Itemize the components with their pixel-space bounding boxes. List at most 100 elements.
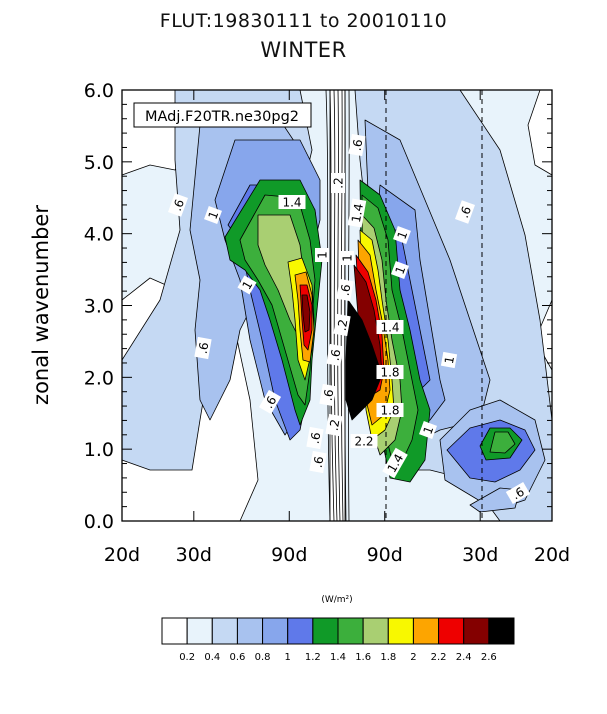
colorbar-swatch: [186, 617, 213, 645]
contour-region-33: [345, 299, 383, 421]
colorbar-label: 2.6: [481, 652, 497, 663]
colorbar-label: 0.8: [255, 652, 271, 663]
contour-label-text: 1.4: [349, 202, 366, 223]
colorbar-label: 0.2: [179, 652, 195, 663]
contour-label-text: .6: [196, 341, 212, 355]
contour-label: 1: [237, 275, 257, 295]
colorbar-label: 2.2: [431, 652, 447, 663]
contour-label-text: 1.8: [380, 404, 399, 418]
chart-title: FLUT:19830111 to 20010110: [159, 10, 448, 32]
contour-label-text: .6: [321, 388, 337, 402]
colorbar-swatch: [262, 617, 289, 645]
contour-label: .2: [331, 173, 346, 193]
contour-label: 1.4: [376, 320, 404, 335]
contour-label-text: 1.4: [282, 196, 301, 210]
y-tick-label: 4.0: [84, 224, 114, 246]
contour-label: .6: [455, 200, 475, 224]
contour-label-text: .6: [350, 138, 366, 152]
x-tick-label: 30d: [176, 544, 212, 566]
contour-label-text: 1: [421, 424, 437, 436]
y-axis-label: zonal wavenumber: [29, 205, 53, 405]
x-tick-label: 20d: [534, 544, 570, 566]
colorbar-label: 0.6: [229, 652, 245, 663]
colorbar-units: (W/m²): [321, 595, 352, 605]
colorbar-swatch: [412, 617, 440, 645]
contour-label: .6: [348, 133, 366, 157]
contour-lines: [325, 89, 350, 522]
colorbar-swatch: [211, 617, 238, 645]
contour-label-text: 1: [442, 355, 457, 365]
colorbar-swatch: [387, 617, 414, 645]
contour-labels: .611.411.6.2.61.41.61.61.2.61.41.8.6 1.82…: [168, 133, 531, 505]
contour-label: 1: [204, 206, 222, 224]
contour-line-5: [325, 89, 331, 522]
y-tick-label: 5.0: [84, 152, 114, 174]
x-tick-label: 90d: [367, 544, 403, 566]
contour-label: 1: [391, 261, 409, 279]
colorbar-label: 1.2: [305, 652, 321, 663]
y-tick-label: 3.0: [84, 296, 114, 318]
plot-area: .611.411.6.2.61.41.61.61.2.61.41.8.6 1.82…: [121, 89, 553, 522]
contour-label: 1.4: [347, 198, 367, 228]
contour-label-text: 1: [395, 229, 411, 241]
colorbar-label: 1.6: [355, 652, 371, 663]
contour-label: 1.8: [376, 365, 404, 380]
contour-label-text: 1.4: [380, 321, 399, 335]
colorbar-label: 2.4: [456, 652, 472, 663]
panel-label-box: MAdj.F20TR.ne30pg2: [133, 102, 312, 128]
contour-label: .6: [258, 389, 282, 415]
contour-label: .6: [306, 426, 324, 450]
contour-label-text: .6: [328, 348, 344, 362]
y-tick-label: 6.0: [84, 80, 114, 102]
colorbar-swatch: [362, 617, 389, 645]
contour-label: .6: [505, 481, 531, 505]
contour-label-text: 1.8: [380, 366, 399, 380]
contour-label-text: 1: [316, 251, 330, 259]
colorbar-label: 1: [285, 652, 291, 663]
contour-fills: [121, 89, 553, 522]
x-tick-label: 30d: [462, 544, 498, 566]
axes: 0.0 1.0 2.0 3.0 4.0 5.0 6.0 20d 30d 90d 90d 30d 20d: [84, 80, 570, 566]
contour-label: .6: [336, 278, 354, 302]
contour-label: .6: [319, 383, 337, 407]
y-tick-label: 2.0: [84, 367, 114, 389]
contour-line-1: [333, 89, 338, 522]
contour-region-31: [301, 294, 311, 333]
colorbar-swatch: [236, 617, 264, 645]
contour-label: .2: [333, 313, 351, 337]
contour-label-text: 1: [393, 264, 409, 276]
contour-label-text: .6: [338, 283, 354, 297]
contour-label: 1.4: [278, 195, 306, 210]
contour-label: 1: [340, 251, 355, 265]
contour-label: .2: [325, 413, 343, 437]
contour-label-text: .6: [308, 431, 324, 445]
x-tick-label: 90d: [271, 544, 307, 566]
contour-label-text: 2.2: [354, 435, 373, 449]
contour-label: 1: [440, 351, 458, 369]
contour-label: 1: [315, 248, 330, 262]
colorbar-label: 2: [410, 652, 416, 663]
contour-label: .6: [309, 450, 327, 474]
contour-label: .6: [194, 336, 212, 360]
contour-label-text: 1: [206, 209, 222, 221]
contour-label: 1: [419, 421, 437, 439]
colorbar-swatch: [312, 617, 339, 645]
contour-line-0: [329, 89, 335, 522]
colorbar-swatch: [337, 617, 364, 645]
colorbar: 0.2 0.4 0.6 0.8 1 1.2 1.4 1.6 1.8 2 2.2 2.4 2.6: [161, 617, 515, 663]
contour-label-text: .6: [457, 204, 474, 220]
colorbar-swatch: [287, 617, 314, 645]
colorbar-swatch: [438, 617, 465, 645]
colorbar-label: 0.4: [204, 652, 220, 663]
contour-label: .6: [326, 343, 344, 367]
chart-subtitle: WINTER: [260, 38, 347, 62]
contour-label-text: .2: [335, 318, 351, 332]
contour-line-2: [337, 89, 341, 522]
y-tick-label: 0.0: [84, 511, 114, 533]
contour-label-text: .6: [170, 197, 187, 213]
panel-label-text: MAdj.F20TR.ne30pg2: [145, 109, 299, 125]
x-tick-label: 20d: [104, 544, 140, 566]
contour-region-22: [489, 431, 516, 454]
contour-label-text: .6: [311, 455, 327, 469]
contour-line-6: [347, 89, 350, 522]
